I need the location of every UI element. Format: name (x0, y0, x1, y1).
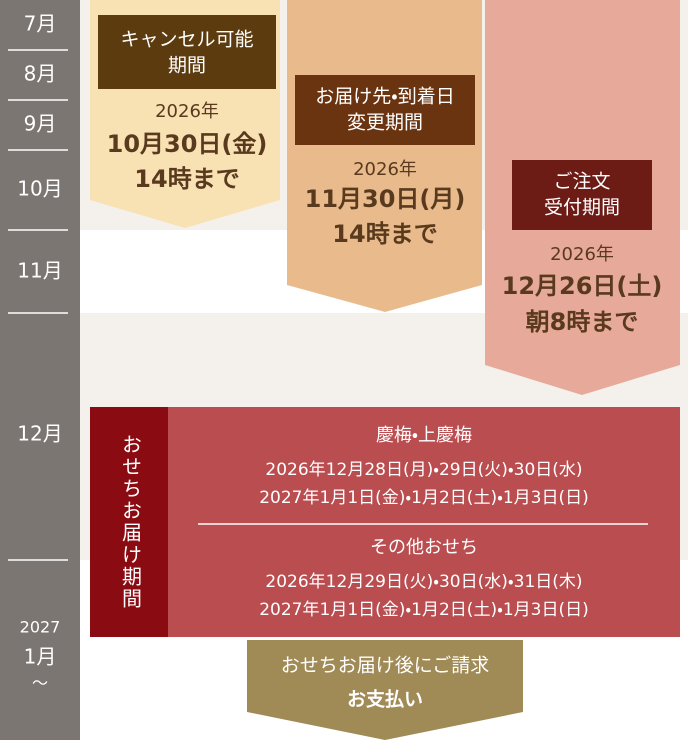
period-label: 受付期間 (544, 197, 620, 219)
delivery-dates: 2026年12月29日(火)・30日(水)・31日(木) (265, 572, 582, 592)
delivery-dates: 2027年1月1日(金)・1月2日(土)・1月3日(日) (259, 488, 589, 508)
delivery-group-title: その他おせち (370, 537, 478, 558)
period-time: 朝8時まで (526, 308, 639, 336)
month-label: 1月 (24, 645, 57, 669)
period-label-box (295, 75, 475, 145)
period-time: 14時まで (134, 165, 239, 193)
period-label: キャンセル可能 (120, 29, 253, 51)
tilde: 〜 (32, 674, 48, 693)
period-label-box (512, 160, 652, 230)
month-label: 10月 (17, 177, 62, 201)
delivery-dates: 2027年1月1日(金)・1月2日(土)・1月3日(日) (259, 600, 589, 620)
delivery-box (90, 407, 680, 637)
month-column (0, 0, 80, 740)
delivery-label-box (90, 407, 168, 637)
period-year: 2026年 (550, 244, 614, 265)
month-label: 7月 (24, 12, 57, 36)
period-arrow (287, 0, 482, 312)
month-separators (8, 49, 68, 561)
month-label: 11月 (17, 259, 62, 283)
period-date: 10月30日(金) (107, 130, 268, 158)
period-label: お届け先・到着日 (315, 86, 454, 108)
payment-arrow (247, 640, 523, 740)
period-time: 14時まで (332, 220, 437, 248)
payment-text: おせちお届け後にご請求 (281, 655, 490, 677)
period-label-box (98, 15, 276, 89)
month-label: 12月 (17, 422, 62, 446)
period-label: 変更期間 (347, 112, 423, 134)
period-label: 期間 (168, 55, 206, 77)
period-label: ご注文 (553, 171, 610, 193)
period-date: 12月26日(土) (502, 272, 663, 300)
delivery-dates: 2026年12月28日(月)・29日(火)・30日(水) (265, 460, 582, 480)
month-label: 8月 (24, 62, 57, 86)
payment-text: お支払い (347, 688, 423, 711)
period-date: 11月30日(月) (305, 185, 466, 213)
period-year: 2026年 (353, 159, 417, 180)
month-label: 9月 (24, 112, 57, 136)
year-label: 2027 (20, 618, 61, 637)
delivery-label: おせちお届け期間 (119, 434, 143, 610)
delivery-group-title: 慶梅・上慶梅 (376, 425, 472, 446)
period-year: 2026年 (155, 101, 219, 122)
